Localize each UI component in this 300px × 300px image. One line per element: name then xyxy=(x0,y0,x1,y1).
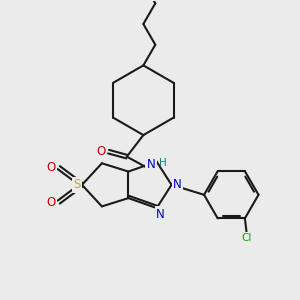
Text: N: N xyxy=(147,158,155,171)
Text: N: N xyxy=(156,208,165,220)
Text: O: O xyxy=(97,145,106,158)
Text: Cl: Cl xyxy=(242,232,252,243)
Text: N: N xyxy=(173,178,182,191)
Text: O: O xyxy=(47,161,56,174)
Text: H: H xyxy=(159,158,167,168)
Text: O: O xyxy=(47,196,56,208)
Text: S: S xyxy=(73,178,81,191)
